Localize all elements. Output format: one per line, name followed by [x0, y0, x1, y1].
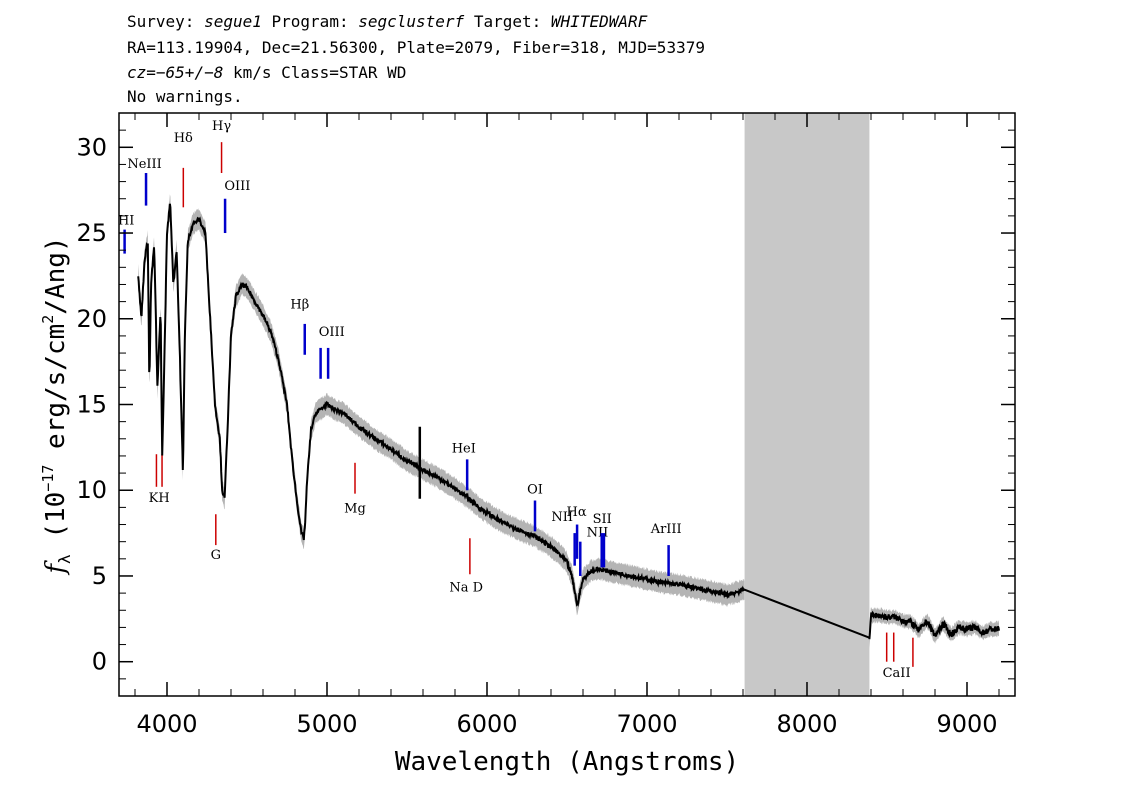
y-axis-title: fλ (10−17 erg/s/cm2/Ang) [39, 236, 74, 575]
error-band-layer [138, 194, 999, 650]
y-tick-label-20: 20 [76, 305, 107, 333]
target-label: Target: [473, 12, 542, 31]
y-tick-label-15: 15 [76, 391, 107, 419]
cz-label: cz= [127, 63, 156, 82]
flux-line-red [868, 610, 1000, 640]
line-label-sii: SII [593, 512, 612, 527]
masked-region [744, 113, 870, 696]
header-line-2: RA=113.19904, Dec=21.56300, Plate=2079, … [127, 38, 705, 57]
y-axis-title-exp: −17 [39, 465, 57, 492]
axes-layer: 4000 5000 6000 7000 8000 9000 0 5 10 15 20 25 30 [76, 112, 1016, 738]
x-axis-title: Wavelength (Angstroms) [395, 747, 739, 777]
line-label-hbeta: Hβ [290, 297, 309, 312]
line-label-ariii: ArIII [650, 522, 682, 537]
y-axis-title-end: /Ang) [41, 236, 71, 314]
y-axis-title-sub: λ [55, 554, 74, 564]
masked-region-layer [744, 113, 870, 696]
x-tick-label-4000: 4000 [136, 710, 197, 738]
line-label-caii: CaII [883, 666, 911, 681]
line-label-hdelta: Hδ [174, 131, 193, 146]
line-label-hei: HeI [452, 442, 476, 457]
y-axis-title-tail: erg/s/cm [41, 324, 71, 465]
x-tick-label-5000: 5000 [296, 710, 357, 738]
header-line-3: cz=−65+/−8 km/s Class=STAR WD [127, 63, 406, 82]
line-label-neiii: NeIII [127, 157, 161, 172]
flux-line-masked [744, 588, 870, 639]
x-tick-label-9000: 9000 [936, 710, 997, 738]
line-label-hgamma: Hγ [212, 119, 231, 134]
y-tick-label-30: 30 [76, 133, 107, 161]
y-tick-label-0: 0 [92, 648, 107, 676]
error-band-red [869, 607, 999, 650]
line-label-oiii_a: OIII [224, 179, 250, 194]
x-tick-label-6000: 6000 [456, 710, 517, 738]
program-label: Program: [271, 12, 349, 31]
class-text: km/s Class=STAR WD [223, 63, 407, 82]
flux-layer [137, 203, 1000, 640]
line-label-hi: HI [118, 213, 134, 228]
line-label-nii_a: NII [551, 510, 573, 525]
cz-value: −65+/−8 [155, 63, 224, 82]
line-label-mg: Mg [344, 502, 366, 517]
line-label-kh: KH [149, 491, 170, 506]
flux-line-blue [137, 203, 746, 607]
header-line-4: No warnings. [127, 87, 243, 106]
plot-frame [118, 112, 1016, 697]
warnings-text: No warnings. [127, 87, 243, 106]
y-tick-label-10: 10 [76, 476, 107, 504]
line-label-oi: OI [527, 483, 543, 498]
line-label-nad: Na D [449, 580, 483, 595]
spectral-lines-layer: HI NeIII Hδ Hγ OIII KH G Hβ OIII Mg HeI Na D OI NIIHα… [118, 119, 914, 681]
y-tick-label-5: 5 [92, 562, 107, 590]
target-value: WHITEDWARF [550, 12, 648, 31]
x-tick-label-8000: 8000 [776, 710, 837, 738]
y-axis-title-mid: (10 [41, 492, 71, 555]
coordinates-text: RA=113.19904, Dec=21.56300, Plate=2079, … [127, 38, 705, 57]
header-line-1: Survey: segue1 Program: segclusterf Targ… [127, 12, 647, 31]
line-label-oiii_b: OIII [319, 325, 345, 340]
program-value: segclusterf [358, 12, 465, 31]
line-label-halpha: Hα [567, 505, 587, 520]
survey-label: Survey: [127, 12, 195, 31]
y-axis-title-sq: 2 [39, 315, 57, 324]
survey-value: segue1 [204, 12, 262, 31]
y-tick-label-25: 25 [76, 219, 107, 247]
x-tick-label-7000: 7000 [616, 710, 677, 738]
line-label-g: G [211, 548, 221, 563]
